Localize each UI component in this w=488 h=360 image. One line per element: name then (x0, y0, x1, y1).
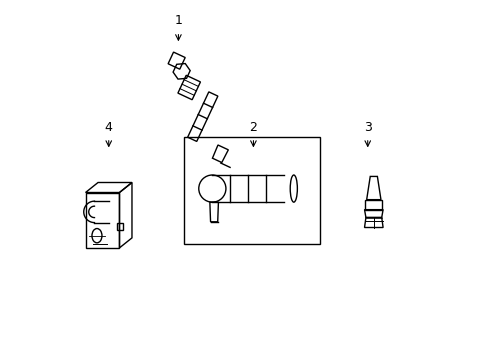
Text: 3: 3 (363, 121, 371, 134)
Text: 2: 2 (249, 121, 257, 134)
Text: 4: 4 (104, 121, 112, 134)
Bar (85, 193, 119, 248)
Bar (183, 137, 319, 244)
Text: 1: 1 (174, 14, 182, 27)
